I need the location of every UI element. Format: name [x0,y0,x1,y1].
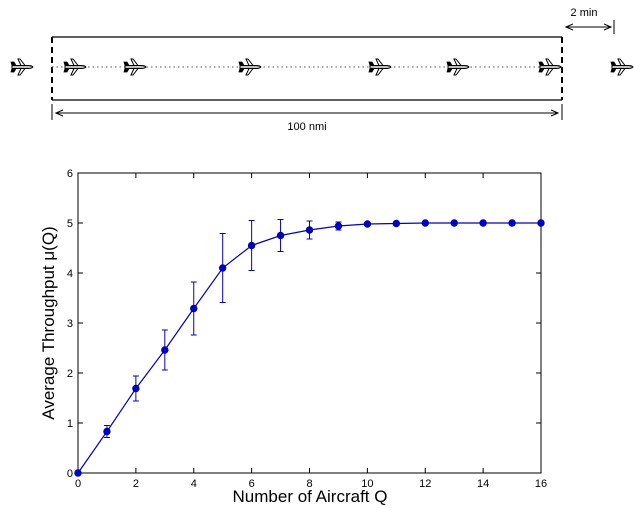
data-point [103,427,111,436]
y-tick-label: 5 [67,218,73,230]
series-line [77,222,541,474]
data-point [218,264,227,272]
length-label: 100 nmi [287,121,326,133]
y-tick-label: 4 [67,268,73,280]
x-tick-label: 2 [133,478,139,490]
data-point [421,219,429,227]
aircraft-icon [123,58,147,76]
y-axis-title: Average Throughput μ(Q) [39,226,58,419]
aircraft-icon [446,58,470,76]
data-point [74,469,82,477]
data-point [334,222,343,230]
data-point [392,219,401,228]
x-axis-title: Number of Aircraft Q [233,487,388,506]
y-tick-label: 3 [67,318,73,330]
data-point [305,226,314,234]
plot-frame [77,172,542,474]
y-tick-label: 0 [67,468,73,480]
aircraft-icon [63,58,87,76]
aircraft-icon [238,58,262,76]
y-tick-label: 2 [67,368,73,380]
data-point [363,220,372,228]
x-tick-label: 16 [535,478,547,490]
data-point [247,241,256,250]
x-tick-label: 8 [306,478,312,490]
aircraft-icon [368,58,392,76]
aircraft-icon [538,58,562,76]
aircraft-icon [10,58,34,76]
data-point [276,231,285,240]
x-tick-label: 6 [249,478,255,490]
y-tick-label: 1 [67,418,73,430]
data-point [537,219,545,227]
x-tick-label: 4 [191,478,197,490]
airspace-diagram: 100 nmi 2 min [10,7,634,133]
aircraft-icon [610,58,634,76]
spacing-label: 2 min [571,7,598,19]
data-point [508,219,516,227]
data-point [450,219,458,227]
x-tick-label: 0 [75,478,81,490]
y-tick-label: 6 [67,168,73,180]
x-tick-label: 14 [477,478,489,490]
x-tick-label: 10 [361,478,373,490]
data-point [479,219,487,227]
data-point [190,304,198,313]
data-point [161,346,169,354]
data-point [132,384,140,393]
x-tick-label: 12 [419,478,431,490]
